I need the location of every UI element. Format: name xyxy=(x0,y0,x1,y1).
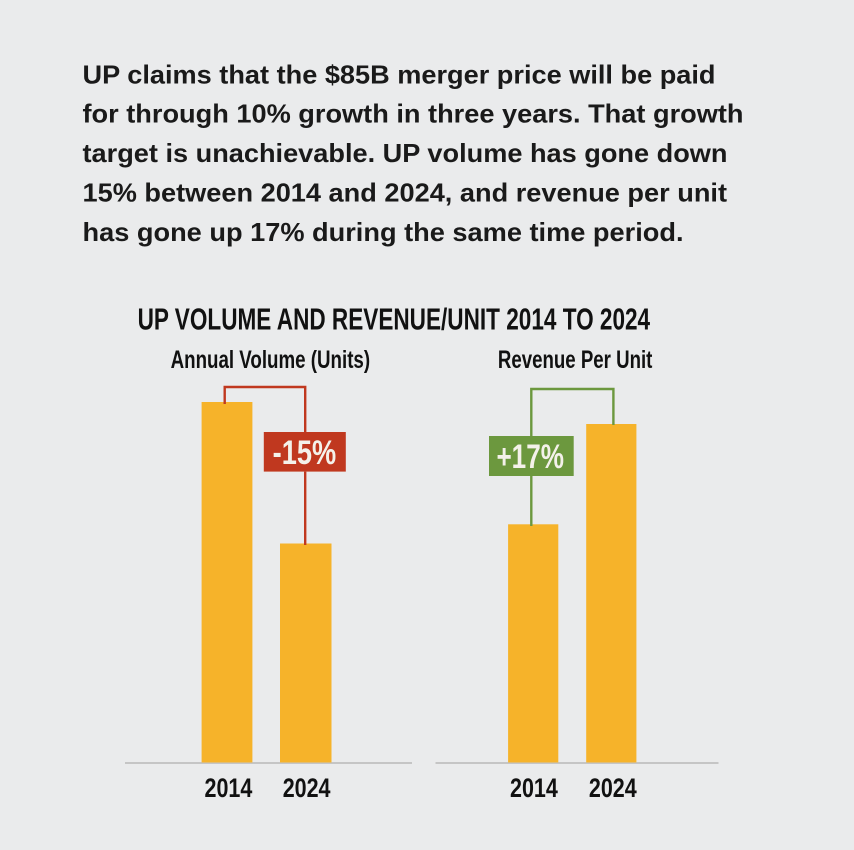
svg-text:target is unachievable. UP vol: target is unachievable. UP volume has go… xyxy=(83,138,728,168)
svg-text:15% between 2014 and 2024, and: 15% between 2014 and 2024, and revenue p… xyxy=(83,178,728,208)
svg-text:-15%: -15% xyxy=(273,434,337,472)
svg-text:Annual Volume (Units): Annual Volume (Units) xyxy=(171,346,371,374)
svg-text:UP VOLUME AND REVENUE/UNIT 201: UP VOLUME AND REVENUE/UNIT 2014 TO 2024 xyxy=(138,303,651,337)
svg-text:2014: 2014 xyxy=(510,773,558,803)
svg-text:+17%: +17% xyxy=(496,438,564,476)
svg-text:for through 10% growth in thre: for through 10% growth in three years. T… xyxy=(83,99,744,129)
svg-text:2024: 2024 xyxy=(589,773,637,803)
svg-text:2024: 2024 xyxy=(283,773,331,803)
svg-text:2014: 2014 xyxy=(205,773,253,803)
svg-text:UP claims that the $85B merger: UP claims that the $85B merger price wil… xyxy=(83,59,716,89)
svg-text:has gone up 17% during the sam: has gone up 17% during the same time per… xyxy=(83,217,684,247)
svg-text:Revenue Per Unit: Revenue Per Unit xyxy=(498,346,653,374)
